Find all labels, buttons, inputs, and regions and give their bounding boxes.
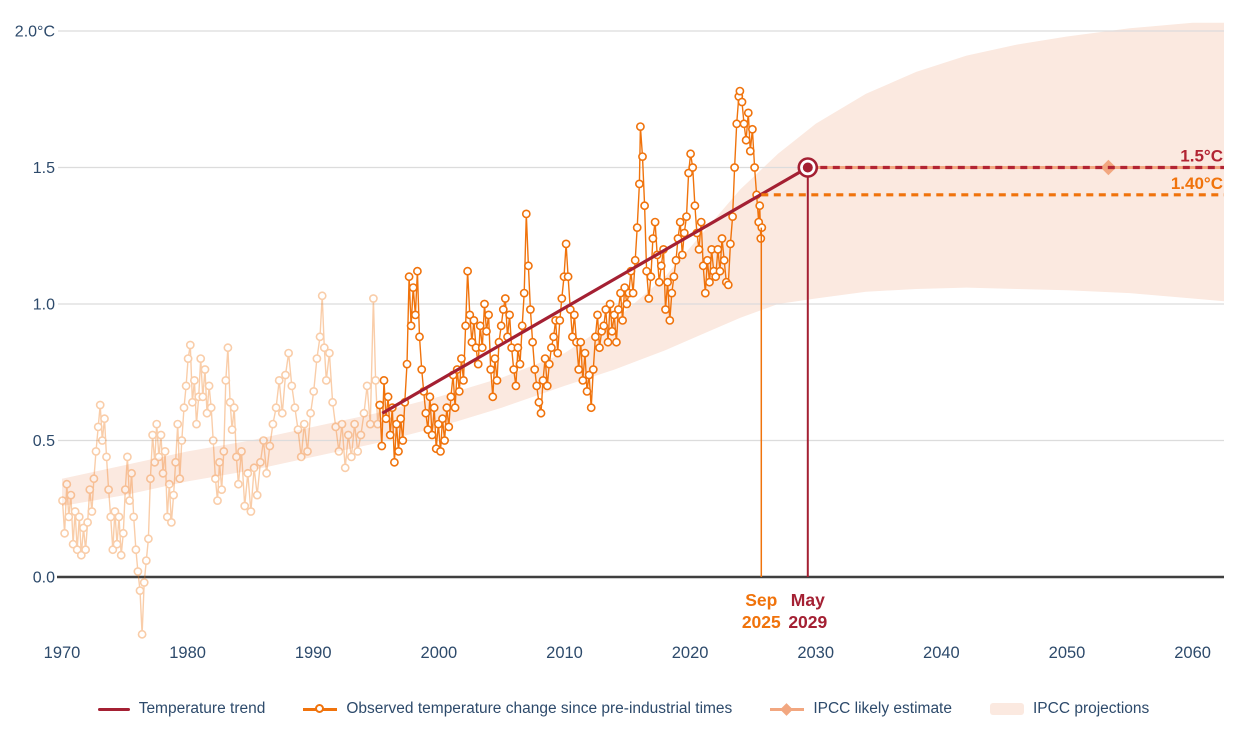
reference-line-label: 1.5°C (1180, 147, 1223, 166)
annotation-date: 2025 (742, 612, 781, 632)
legend-item-observed: Observed temperature change since pre-in… (303, 700, 732, 718)
projection-band-icon (990, 703, 1024, 715)
ipcc-projection-band (62, 22, 1224, 507)
x-tick-label: 2030 (797, 644, 834, 662)
reference-line-label: 1.40°C (1171, 174, 1223, 193)
x-tick-label: 1990 (295, 644, 332, 662)
observed-series-faded (58, 291, 385, 639)
legend-label-ipcc-projections: IPCC projections (1033, 700, 1150, 717)
y-tick-label: 1.5 (33, 160, 55, 177)
legend-label-temperature-trend: Temperature trend (138, 700, 266, 717)
temperature-trend-line (381, 166, 809, 415)
x-tick-label: 2010 (546, 644, 583, 662)
legend-label-observed: Observed temperature change since pre-in… (346, 700, 733, 717)
x-axis-labels: 1970 1980 1990 2000 2010 2020 2030 2040 2050 2060 (44, 644, 1211, 662)
y-tick-label: 0.0 (33, 570, 55, 587)
observed-series (375, 86, 767, 467)
legend-label-ipcc-likely: IPCC likely estimate (813, 700, 952, 717)
legend: Temperature trend Observed temperature c… (0, 700, 1247, 718)
legend-item-temperature-trend: Temperature trend (97, 700, 266, 718)
trend-endpoint-marker (797, 157, 819, 178)
y-tick-label: 2.0°C (15, 24, 55, 41)
x-tick-label: 1970 (44, 644, 81, 662)
x-tick-label: 2050 (1049, 644, 1086, 662)
annotation-date: May (791, 590, 825, 610)
observed-line-circle-icon (303, 704, 338, 714)
temperature-chart-plot: 2.0°C 1.5 1.0 0.5 0.0 1970 1980 1990 2000 2010 202… (15, 22, 1224, 662)
x-tick-label: 2060 (1174, 644, 1211, 662)
x-tick-label: 1980 (169, 644, 206, 662)
annotation-date: 2029 (788, 612, 827, 632)
x-tick-label: 2040 (923, 644, 960, 662)
legend-item-ipcc-likely: IPCC likely estimate (770, 700, 952, 718)
x-tick-label: 2020 (672, 644, 709, 662)
y-tick-label: 1.0 (33, 297, 55, 314)
legend-item-ipcc-projections: IPCC projections (990, 700, 1149, 718)
x-tick-label: 2000 (421, 644, 458, 662)
annotation-date: Sep (745, 590, 777, 610)
y-grid: 2.0°C 1.5 1.0 0.5 0.0 (15, 24, 1224, 587)
y-tick-label: 0.5 (33, 433, 55, 450)
trend-line-icon (97, 707, 130, 711)
likely-line-diamond-icon (770, 702, 805, 716)
